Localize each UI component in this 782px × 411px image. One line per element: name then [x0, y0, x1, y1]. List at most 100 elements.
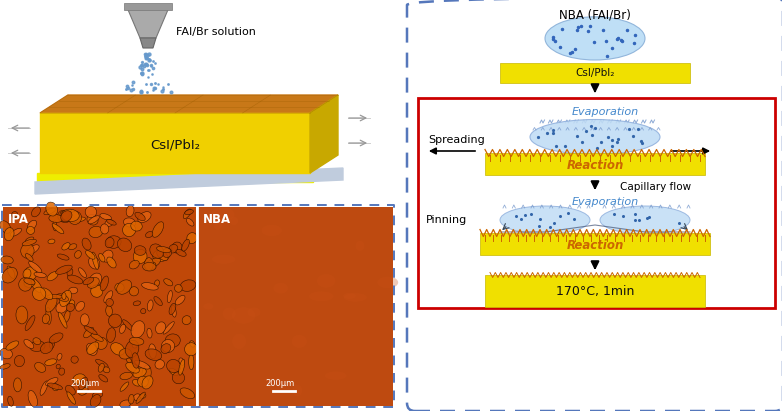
- Ellipse shape: [52, 384, 59, 391]
- Ellipse shape: [123, 224, 135, 237]
- Ellipse shape: [19, 277, 32, 291]
- Ellipse shape: [171, 305, 176, 317]
- Ellipse shape: [31, 207, 41, 217]
- Ellipse shape: [27, 220, 37, 230]
- Ellipse shape: [162, 339, 174, 353]
- Ellipse shape: [145, 231, 153, 238]
- Ellipse shape: [49, 215, 63, 222]
- Ellipse shape: [127, 358, 131, 363]
- Ellipse shape: [22, 239, 37, 246]
- Ellipse shape: [82, 238, 91, 250]
- Polygon shape: [35, 168, 343, 194]
- Ellipse shape: [163, 248, 172, 257]
- Ellipse shape: [145, 258, 160, 269]
- Ellipse shape: [163, 279, 173, 286]
- Ellipse shape: [57, 254, 69, 260]
- Ellipse shape: [530, 120, 660, 155]
- Ellipse shape: [106, 328, 116, 342]
- Ellipse shape: [23, 278, 35, 285]
- Ellipse shape: [62, 242, 70, 250]
- Ellipse shape: [135, 246, 146, 255]
- Ellipse shape: [132, 342, 138, 348]
- Ellipse shape: [81, 378, 88, 388]
- Ellipse shape: [292, 385, 302, 396]
- Ellipse shape: [45, 296, 57, 312]
- Ellipse shape: [133, 368, 146, 378]
- Ellipse shape: [13, 378, 22, 392]
- Ellipse shape: [79, 377, 88, 390]
- Ellipse shape: [136, 392, 145, 403]
- Ellipse shape: [41, 342, 53, 353]
- Ellipse shape: [230, 217, 239, 225]
- Ellipse shape: [4, 228, 14, 241]
- Ellipse shape: [261, 225, 282, 236]
- Ellipse shape: [134, 394, 141, 400]
- Ellipse shape: [49, 339, 55, 349]
- Ellipse shape: [163, 322, 174, 334]
- Ellipse shape: [119, 349, 131, 359]
- Ellipse shape: [86, 343, 97, 356]
- Ellipse shape: [176, 249, 186, 256]
- Ellipse shape: [0, 348, 13, 359]
- Ellipse shape: [61, 211, 72, 222]
- Ellipse shape: [129, 337, 144, 345]
- Ellipse shape: [58, 210, 71, 222]
- Ellipse shape: [72, 217, 85, 222]
- Ellipse shape: [165, 334, 181, 347]
- Ellipse shape: [85, 206, 96, 217]
- Ellipse shape: [135, 212, 145, 221]
- Ellipse shape: [33, 338, 41, 344]
- Text: 170°C, 1min: 170°C, 1min: [556, 286, 634, 298]
- Ellipse shape: [52, 221, 57, 231]
- Ellipse shape: [117, 280, 131, 294]
- Ellipse shape: [89, 226, 102, 238]
- Ellipse shape: [150, 244, 163, 258]
- Ellipse shape: [156, 322, 166, 334]
- Ellipse shape: [48, 239, 55, 244]
- Ellipse shape: [100, 276, 109, 291]
- Text: Capillary flow: Capillary flow: [620, 182, 691, 192]
- Ellipse shape: [27, 245, 39, 254]
- Ellipse shape: [180, 388, 195, 399]
- Ellipse shape: [161, 344, 170, 353]
- Ellipse shape: [154, 296, 163, 305]
- Ellipse shape: [356, 241, 364, 251]
- Ellipse shape: [175, 296, 185, 305]
- Ellipse shape: [186, 218, 194, 226]
- Ellipse shape: [16, 306, 28, 324]
- Ellipse shape: [26, 237, 34, 242]
- Ellipse shape: [179, 359, 185, 375]
- Ellipse shape: [126, 363, 139, 373]
- Ellipse shape: [73, 374, 85, 384]
- Ellipse shape: [109, 314, 122, 328]
- Ellipse shape: [34, 363, 45, 372]
- Ellipse shape: [8, 396, 13, 406]
- Ellipse shape: [69, 211, 81, 224]
- Ellipse shape: [87, 215, 98, 225]
- Ellipse shape: [14, 356, 24, 367]
- Ellipse shape: [6, 341, 19, 350]
- Ellipse shape: [84, 327, 94, 338]
- Ellipse shape: [179, 358, 185, 365]
- Ellipse shape: [92, 392, 102, 398]
- Ellipse shape: [40, 381, 48, 395]
- Ellipse shape: [44, 208, 56, 215]
- Ellipse shape: [2, 268, 17, 283]
- Ellipse shape: [46, 202, 58, 216]
- Ellipse shape: [138, 376, 149, 387]
- Ellipse shape: [56, 364, 60, 369]
- Ellipse shape: [67, 392, 76, 404]
- Ellipse shape: [131, 321, 145, 338]
- Ellipse shape: [85, 251, 95, 259]
- Ellipse shape: [154, 280, 160, 286]
- Ellipse shape: [169, 303, 176, 314]
- Ellipse shape: [106, 298, 113, 307]
- Ellipse shape: [62, 293, 66, 300]
- Text: CsI/PbI₂: CsI/PbI₂: [150, 139, 200, 152]
- Ellipse shape: [138, 212, 151, 223]
- Ellipse shape: [91, 333, 103, 342]
- Text: Reaction: Reaction: [566, 238, 624, 252]
- Text: NBA (FAI/Br): NBA (FAI/Br): [559, 8, 631, 21]
- Ellipse shape: [57, 353, 62, 360]
- Ellipse shape: [107, 257, 117, 268]
